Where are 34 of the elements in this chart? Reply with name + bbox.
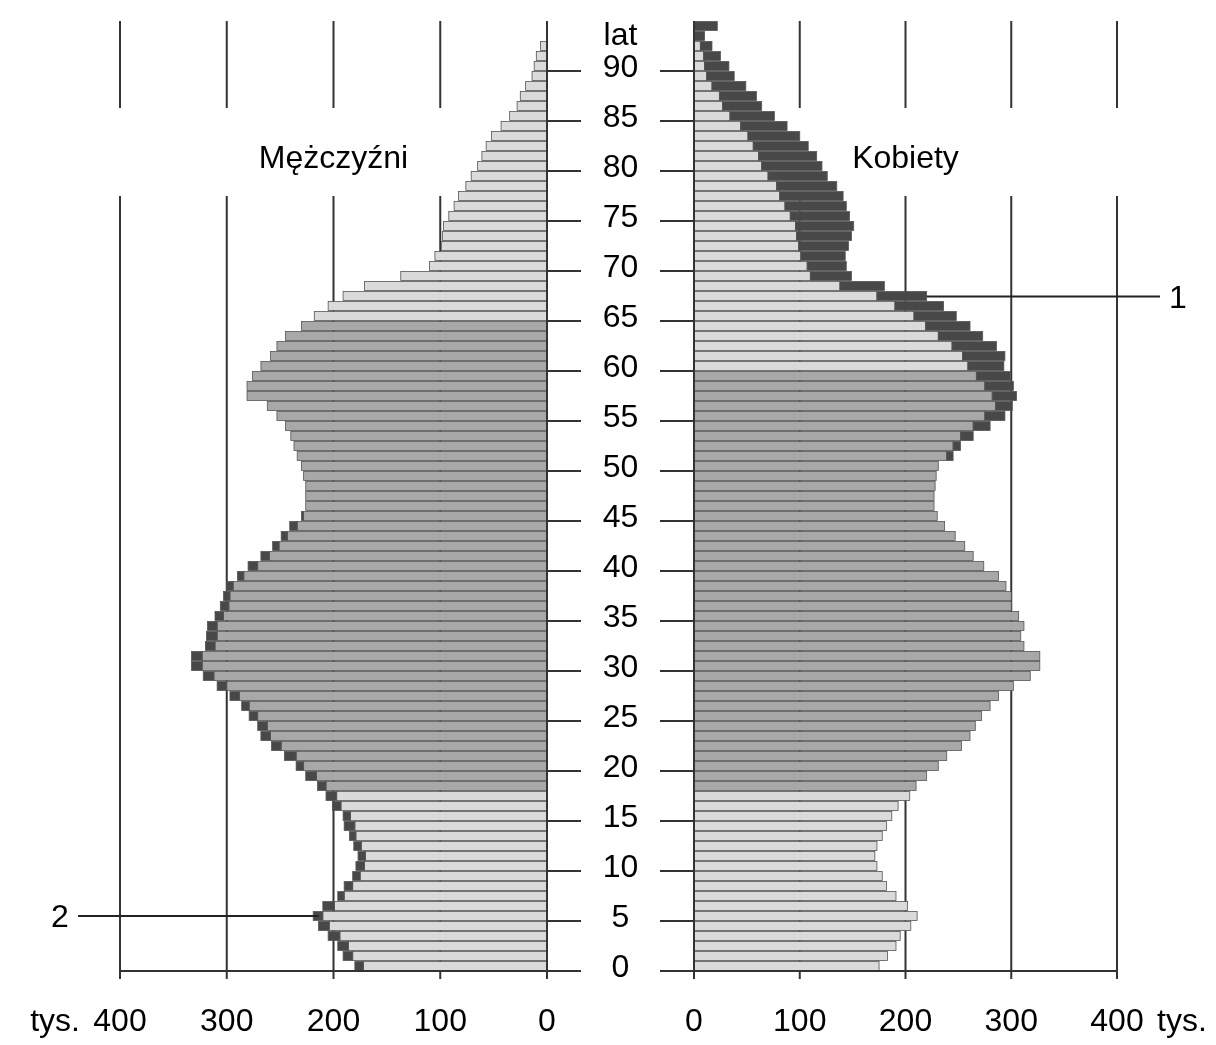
y-tick-label: 70 bbox=[602, 248, 639, 284]
y-tick-label: 10 bbox=[602, 848, 639, 884]
annotation: 2 bbox=[51, 898, 69, 934]
x-tick-label: 0 bbox=[685, 1002, 703, 1038]
y-tick-label: 45 bbox=[602, 498, 639, 534]
x-tick-label: 300 bbox=[984, 1002, 1038, 1038]
y-tick-label: 60 bbox=[602, 348, 639, 384]
y-tick-label: 0 bbox=[611, 948, 630, 984]
y-tick-label: 5 bbox=[611, 898, 630, 934]
text: Mężczyźni bbox=[258, 139, 409, 175]
text: 1 bbox=[1169, 278, 1187, 315]
y-tick-label: 25 bbox=[602, 698, 639, 734]
y-tick-label: 15 bbox=[602, 798, 639, 834]
x-tick-label: 300 bbox=[200, 1002, 254, 1038]
x-axis-title: tys. bbox=[1157, 1002, 1207, 1038]
x-tick-label: 400 bbox=[1090, 1002, 1144, 1038]
x-tick-label: 0 bbox=[538, 1002, 556, 1038]
y-tick-label: 65 bbox=[602, 298, 639, 334]
y-tick-label: 80 bbox=[602, 148, 639, 184]
x-tick-label: 200 bbox=[306, 1002, 361, 1038]
x-tick-label: 100 bbox=[413, 1002, 467, 1038]
y-tick-label: 55 bbox=[602, 398, 639, 434]
x-tick-label: 200 bbox=[878, 1002, 933, 1038]
x-tick-label: 100 bbox=[773, 1002, 827, 1038]
text: Kobiety bbox=[852, 139, 959, 175]
x-tick-label: 400 bbox=[93, 1002, 147, 1038]
y-tick-label: 50 bbox=[602, 448, 639, 484]
x-axis-title: tys. bbox=[30, 1002, 80, 1038]
y-tick-label: 30 bbox=[602, 648, 639, 684]
y-tick-label: 20 bbox=[602, 748, 639, 784]
y-tick-label: 85 bbox=[602, 98, 639, 134]
y-tick-label: 40 bbox=[602, 548, 639, 584]
y-tick-label: 35 bbox=[602, 598, 639, 634]
y-tick-label: 75 bbox=[602, 198, 639, 234]
